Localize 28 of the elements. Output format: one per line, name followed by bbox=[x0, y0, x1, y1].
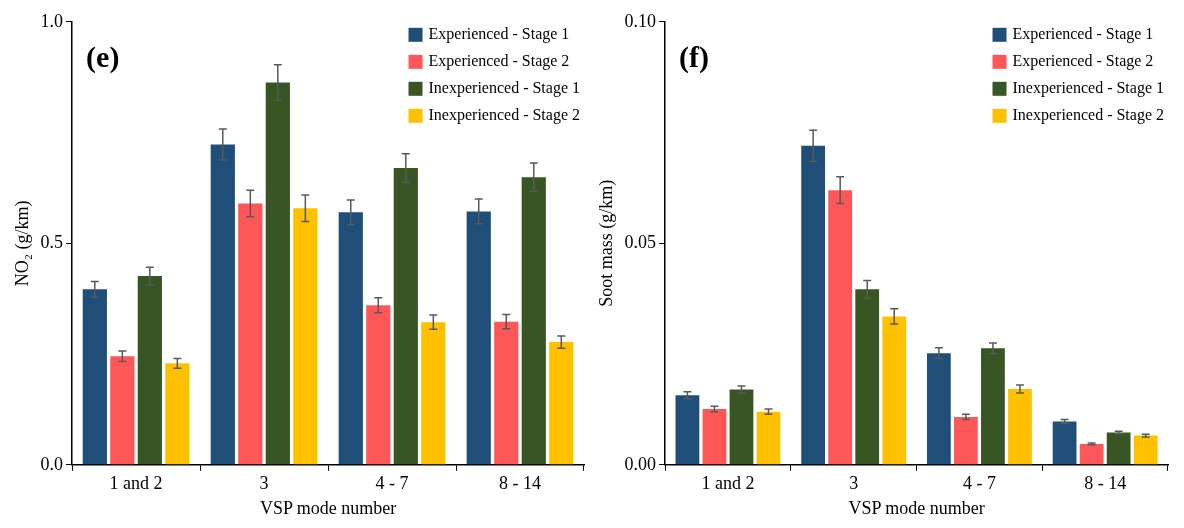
x-tick-label: 8 - 14 bbox=[499, 473, 542, 494]
x-tick-label: 1 and 2 bbox=[109, 473, 163, 494]
y-axis-title: Soot mass (g/km) bbox=[595, 179, 617, 307]
x-tick-label: 4 - 7 bbox=[962, 473, 996, 494]
legend-label: Experienced - Stage 1 bbox=[428, 25, 570, 43]
annotation: (e) bbox=[86, 39, 120, 74]
x-tick-label: 1 and 2 bbox=[701, 473, 755, 494]
x-tick-label: 3 bbox=[259, 473, 269, 494]
y-tick-label: 0.05 bbox=[624, 232, 657, 253]
x-tick-label: 3 bbox=[849, 473, 859, 494]
legend-label: Inexperienced - Stage 1 bbox=[1012, 79, 1164, 97]
y-tick-label: 0.00 bbox=[624, 453, 657, 474]
legend-label: Inexperienced - Stage 2 bbox=[428, 106, 580, 124]
x-tick-label: 4 - 7 bbox=[375, 473, 409, 494]
y-axis-title: NO₂ (g/km) bbox=[11, 200, 33, 287]
y-tick-label: 0.10 bbox=[624, 10, 657, 31]
y-tick-label: 0.5 bbox=[40, 232, 64, 253]
x-tick-label: 8 - 14 bbox=[1084, 473, 1127, 494]
legend-label: Experienced - Stage 2 bbox=[428, 52, 570, 70]
legend-label: Experienced - Stage 1 bbox=[1012, 25, 1154, 43]
legend-label: Inexperienced - Stage 1 bbox=[428, 79, 580, 97]
y-tick-label: 0.0 bbox=[40, 453, 64, 474]
annotation: (f) bbox=[679, 39, 710, 74]
y-tick-label: 1.0 bbox=[40, 10, 64, 31]
x-axis-title: VSP mode number bbox=[259, 497, 397, 518]
x-axis-title: VSP mode number bbox=[848, 497, 985, 518]
legend-label: Experienced - Stage 2 bbox=[1012, 52, 1154, 70]
legend-label: Inexperienced - Stage 2 bbox=[1012, 106, 1164, 124]
